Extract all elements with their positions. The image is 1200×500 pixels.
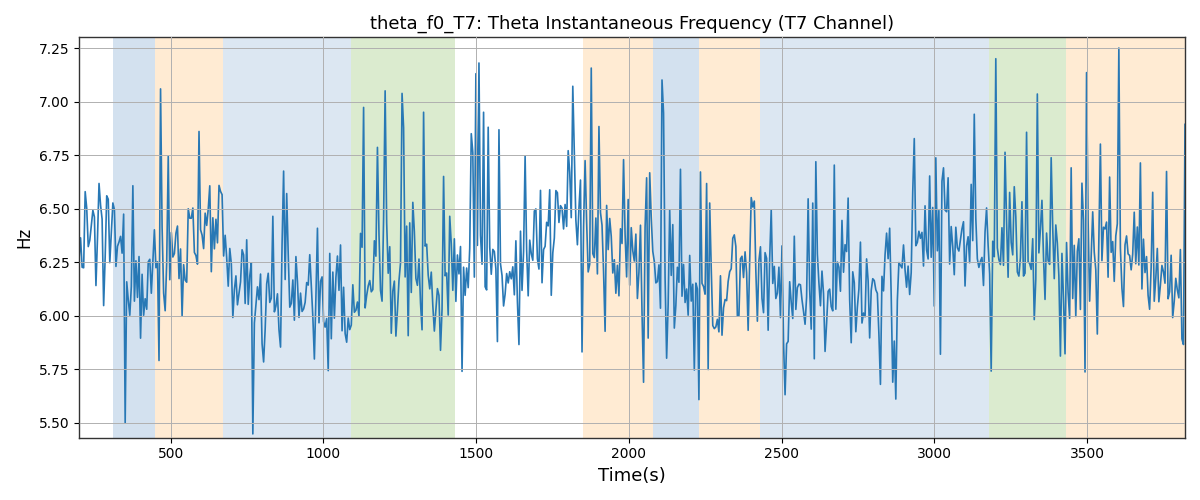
Bar [583, 38, 654, 438]
Bar [113, 38, 156, 438]
Bar [350, 38, 455, 438]
Bar [283, 38, 350, 438]
Bar [223, 38, 283, 438]
Y-axis label: Hz: Hz [14, 227, 32, 248]
Bar [700, 38, 761, 438]
Bar [990, 38, 1066, 438]
X-axis label: Time(s): Time(s) [598, 467, 666, 485]
Bar [761, 38, 836, 438]
Bar [1066, 38, 1186, 438]
Bar [919, 38, 990, 438]
Bar [654, 38, 700, 438]
Bar [156, 38, 223, 438]
Title: theta_f0_T7: Theta Instantaneous Frequency (T7 Channel): theta_f0_T7: Theta Instantaneous Frequen… [370, 15, 894, 34]
Bar [836, 38, 919, 438]
